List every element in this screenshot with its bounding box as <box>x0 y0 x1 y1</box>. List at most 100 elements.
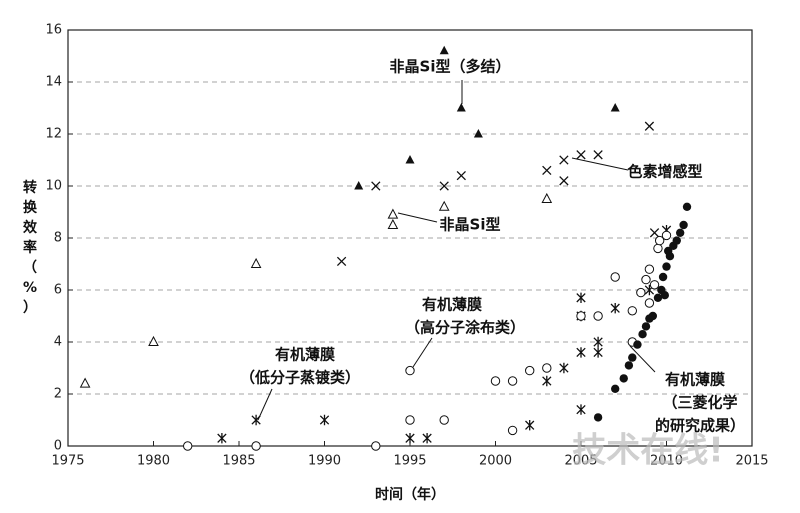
marker <box>576 311 586 321</box>
y-axis-label: 效 <box>23 219 38 236</box>
marker <box>644 264 655 274</box>
marker <box>319 414 330 426</box>
marker <box>636 287 646 298</box>
marker <box>644 298 655 308</box>
marker <box>405 365 415 376</box>
annotation: 非晶Si型（多结） <box>390 58 511 76</box>
leader-line <box>412 337 433 368</box>
marker <box>593 347 603 358</box>
marker <box>542 375 552 387</box>
plot-frame <box>67 29 753 447</box>
marker <box>507 425 518 436</box>
marker <box>559 362 569 374</box>
marker <box>675 228 685 237</box>
marker <box>439 45 449 55</box>
annotation: （低分子蒸镀类） <box>240 369 360 387</box>
annotation: 非晶Si型 <box>440 216 501 234</box>
marker <box>371 181 381 191</box>
y-tick-label: 16 <box>45 23 62 38</box>
y-axis-label: （ <box>23 260 37 276</box>
marker <box>654 235 665 246</box>
marker <box>405 155 415 164</box>
marker <box>641 322 651 331</box>
annotation: 有机薄膜 <box>275 346 335 364</box>
marker <box>542 165 552 176</box>
marker <box>627 306 637 316</box>
leader-line <box>629 345 656 373</box>
y-axis-label: 换 <box>23 199 38 216</box>
marker <box>525 365 535 376</box>
marker <box>507 376 518 386</box>
marker <box>593 413 603 422</box>
marker <box>354 181 364 190</box>
marker <box>624 361 634 370</box>
leader-line <box>397 212 438 223</box>
x-tick-label: 2000 <box>479 454 512 469</box>
watermark: 技术在线! <box>572 431 724 471</box>
marker <box>576 347 586 358</box>
annotation: 的研究成果） <box>655 417 745 435</box>
marker <box>422 433 432 444</box>
marker <box>661 230 672 241</box>
marker <box>649 280 660 290</box>
marker <box>682 202 692 211</box>
y-axis-label: ） <box>23 300 37 316</box>
x-tick-label: 1990 <box>308 454 341 469</box>
marker <box>576 404 586 415</box>
marker <box>633 340 642 349</box>
x-tick-label: 1995 <box>393 454 426 469</box>
leader-line <box>257 388 273 421</box>
marker <box>660 291 669 300</box>
marker <box>653 293 663 302</box>
marker <box>250 257 262 268</box>
marker <box>658 272 668 282</box>
marker <box>336 256 347 267</box>
y-tick-label: 12 <box>45 127 62 142</box>
marker <box>665 252 675 261</box>
marker <box>148 335 159 346</box>
marker <box>559 176 569 186</box>
marker <box>525 420 535 431</box>
y-tick-label: 8 <box>54 231 62 246</box>
annotation: （高分子涂布类） <box>405 319 525 337</box>
leader-line <box>571 157 629 171</box>
x-tick-label: 1985 <box>222 454 255 469</box>
marker <box>490 376 501 386</box>
marker <box>649 228 660 238</box>
marker <box>610 103 620 112</box>
x-tick-label: 2010 <box>650 454 683 469</box>
marker <box>79 377 91 388</box>
annotation: 有机薄膜 <box>422 296 482 314</box>
marker <box>672 236 681 245</box>
marker <box>456 103 466 112</box>
marker <box>619 374 628 383</box>
x-tick-label: 1980 <box>137 454 170 469</box>
x-tick-label: 2015 <box>735 454 768 469</box>
marker <box>251 414 261 426</box>
y-tick-label: 6 <box>54 283 62 298</box>
y-tick-label: 14 <box>45 75 62 90</box>
y-axis-label: 率 <box>23 239 37 256</box>
marker <box>438 200 450 211</box>
marker <box>593 336 603 348</box>
marker <box>610 272 620 282</box>
y-tick-label: 0 <box>54 439 62 454</box>
marker <box>456 170 466 181</box>
marker <box>653 243 663 254</box>
marker <box>251 441 261 451</box>
marker <box>593 150 603 160</box>
marker <box>648 311 658 321</box>
marker <box>638 330 647 339</box>
marker <box>628 353 637 362</box>
annotation: （三菱化学 <box>662 394 737 412</box>
marker <box>611 384 620 393</box>
marker <box>183 441 193 451</box>
marker <box>405 415 415 425</box>
marker <box>641 274 651 285</box>
y-axis-label: 转 <box>23 179 37 196</box>
marker <box>541 192 553 203</box>
marker <box>662 262 671 271</box>
x-tick-label: 2005 <box>564 454 597 469</box>
marker <box>576 150 586 160</box>
